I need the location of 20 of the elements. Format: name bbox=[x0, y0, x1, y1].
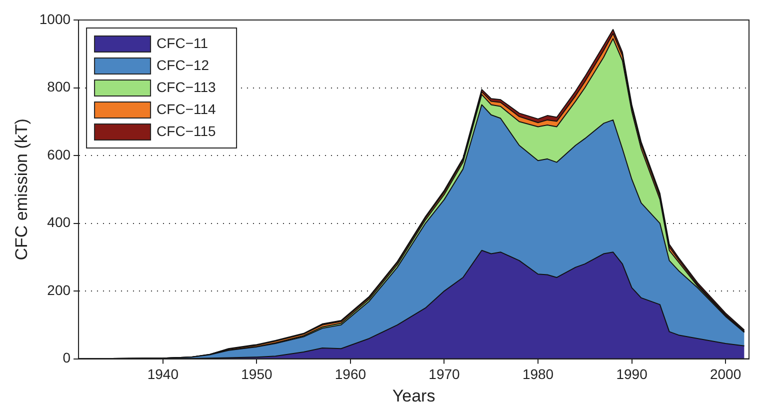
y-tick-label: 400 bbox=[47, 214, 71, 230]
x-tick-label: 1960 bbox=[334, 366, 366, 382]
legend-label: CFC−114 bbox=[156, 100, 216, 117]
x-axis-title: Years bbox=[392, 386, 436, 406]
legend-label: CFC−115 bbox=[156, 122, 216, 139]
legend-label: CFC−113 bbox=[156, 78, 216, 95]
y-tick-label: 800 bbox=[47, 78, 71, 95]
x-tick-label: 1940 bbox=[147, 366, 179, 382]
x-tick-label: 1980 bbox=[522, 366, 554, 382]
x-tick-label: 1970 bbox=[428, 366, 460, 382]
legend-label: CFC−11 bbox=[156, 34, 208, 51]
y-tick-label: 1000 bbox=[39, 10, 71, 27]
x-tick-label: 2000 bbox=[710, 366, 742, 382]
x-tick-label: 1990 bbox=[616, 366, 648, 382]
y-tick-label: 0 bbox=[62, 350, 71, 366]
legend-label: CFC−12 bbox=[156, 56, 210, 73]
y-tick-label: 600 bbox=[47, 146, 71, 162]
y-tick-label: 200 bbox=[47, 282, 71, 298]
x-tick-label: 1950 bbox=[241, 366, 272, 382]
y-axis-title: CFC emission (kT) bbox=[12, 118, 31, 260]
